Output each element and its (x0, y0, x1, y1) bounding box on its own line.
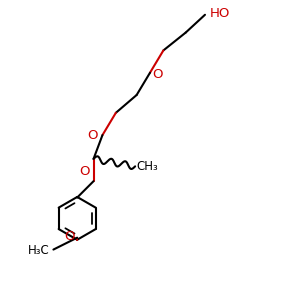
Text: O: O (80, 165, 90, 178)
Text: H₃C: H₃C (28, 244, 50, 257)
Text: HO: HO (209, 7, 230, 20)
Text: CH₃: CH₃ (136, 160, 158, 173)
Text: O: O (64, 230, 75, 243)
Text: O: O (152, 68, 163, 81)
Text: O: O (88, 129, 98, 142)
